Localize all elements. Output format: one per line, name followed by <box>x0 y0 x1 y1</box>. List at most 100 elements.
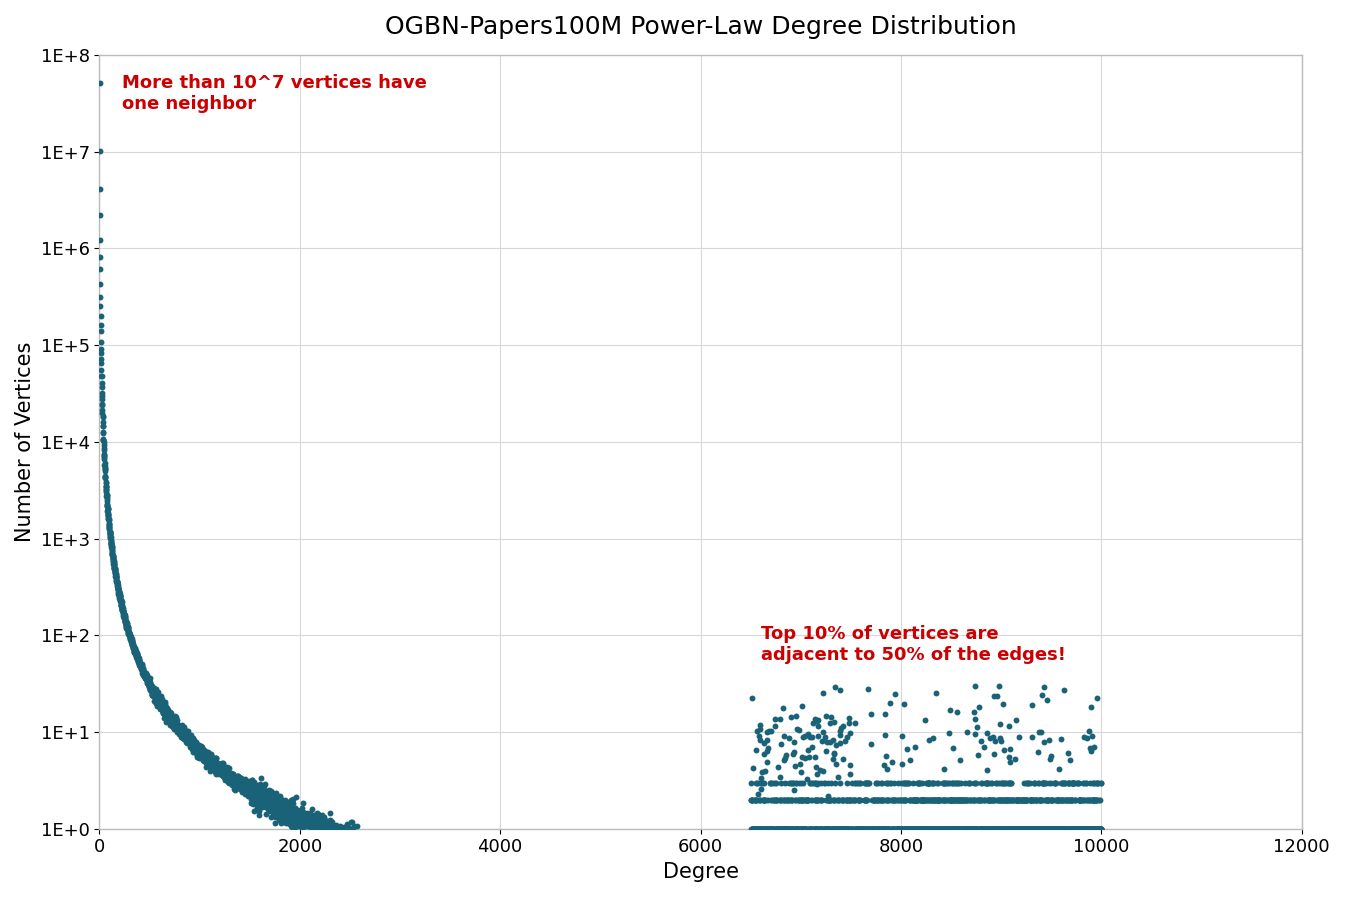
Point <box>1029 822 1050 836</box>
Point <box>227 779 249 793</box>
Point <box>791 822 812 836</box>
Point <box>257 788 278 802</box>
Point <box>979 822 1001 836</box>
Point <box>954 792 975 806</box>
Point <box>862 822 884 836</box>
Point <box>330 818 351 832</box>
Point <box>1059 792 1080 806</box>
Point <box>126 649 148 663</box>
Point <box>915 775 936 789</box>
Point <box>1045 792 1067 806</box>
Point <box>274 802 296 816</box>
Point <box>157 705 179 719</box>
Point <box>892 792 913 806</box>
Point <box>878 775 900 789</box>
Point <box>1003 822 1025 836</box>
Point <box>898 822 920 836</box>
Point <box>1084 775 1106 789</box>
Point <box>995 822 1017 836</box>
Point <box>213 759 234 773</box>
Point <box>117 621 139 635</box>
Point <box>776 822 798 836</box>
Point <box>917 822 939 836</box>
Point <box>182 732 203 746</box>
Point <box>218 769 239 783</box>
Point <box>1018 822 1040 836</box>
Point <box>257 795 278 809</box>
Point <box>253 779 274 793</box>
Point <box>277 808 299 823</box>
Point <box>268 802 289 816</box>
Point <box>256 794 277 808</box>
Point <box>147 688 168 702</box>
Point <box>202 755 223 770</box>
Point <box>1020 792 1041 806</box>
Point <box>266 796 288 810</box>
Point <box>803 822 824 836</box>
Point <box>995 822 1017 836</box>
Point <box>952 792 974 806</box>
Point <box>971 822 993 836</box>
Point <box>95 492 117 506</box>
Point <box>1069 822 1091 836</box>
Point <box>896 822 917 836</box>
Point <box>309 820 331 834</box>
Point <box>915 792 936 806</box>
Point <box>968 792 990 806</box>
Point <box>265 805 286 819</box>
Point <box>238 788 260 802</box>
Point <box>124 644 145 658</box>
Point <box>134 666 156 680</box>
Point <box>876 762 897 776</box>
Point <box>196 751 218 765</box>
Point <box>143 681 164 695</box>
Point <box>211 764 233 779</box>
Point <box>260 797 281 812</box>
Point <box>1032 688 1053 702</box>
Point <box>869 792 890 806</box>
Point <box>176 734 198 748</box>
Point <box>229 778 250 792</box>
Point <box>125 648 147 662</box>
Point <box>777 822 799 836</box>
Point <box>233 784 254 798</box>
Point <box>1013 775 1034 789</box>
Point <box>917 775 939 789</box>
Point <box>206 759 227 773</box>
Point <box>927 792 948 806</box>
Point <box>791 822 812 836</box>
Point <box>239 785 261 799</box>
Point <box>829 724 850 738</box>
Point <box>970 822 991 836</box>
Point <box>993 822 1014 836</box>
Point <box>997 822 1018 836</box>
Point <box>901 822 923 836</box>
Point <box>1057 822 1079 836</box>
Point <box>804 792 826 806</box>
Point <box>830 822 851 836</box>
Point <box>242 789 264 804</box>
Point <box>299 811 320 825</box>
Point <box>235 779 257 794</box>
Point <box>759 822 780 836</box>
Point <box>167 721 188 736</box>
Point <box>929 822 951 836</box>
Point <box>303 817 324 832</box>
Point <box>304 818 325 832</box>
Point <box>139 678 160 692</box>
Point <box>187 750 208 764</box>
Point <box>827 822 849 836</box>
Point <box>237 780 258 795</box>
Point <box>798 792 819 806</box>
Point <box>124 643 145 658</box>
Point <box>1061 792 1083 806</box>
Point <box>791 792 812 806</box>
Point <box>904 822 925 836</box>
Point <box>806 822 827 836</box>
Point <box>163 714 184 728</box>
Point <box>904 792 925 806</box>
Point <box>223 774 245 788</box>
Point <box>165 710 187 724</box>
Point <box>174 720 195 735</box>
Point <box>829 736 850 751</box>
